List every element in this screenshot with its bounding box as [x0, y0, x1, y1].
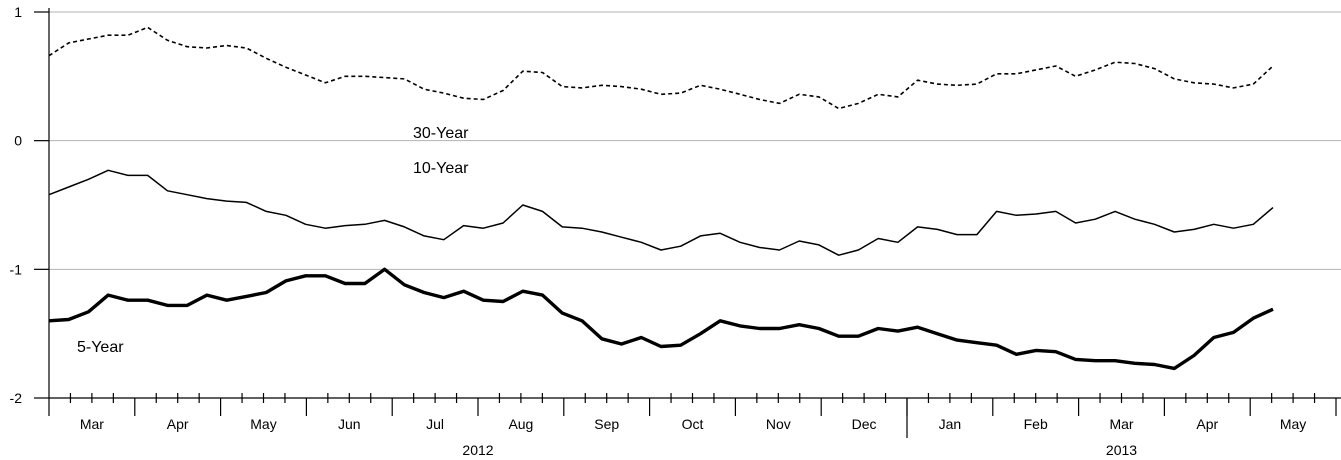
series-labels: 30-Year 10-Year 5-Year — [77, 125, 469, 356]
y-tick-label: 0 — [14, 133, 22, 149]
series-line-5-year — [48, 267, 1274, 371]
x-month-label: Nov — [766, 416, 791, 432]
x-month-label: Jun — [338, 416, 361, 432]
series-lines — [48, 26, 1274, 371]
x-month-label: Mar — [1109, 416, 1133, 432]
x-month-label: Jul — [426, 416, 444, 432]
y-tick-label: -2 — [10, 390, 23, 406]
y-tick-label: -1 — [10, 261, 23, 277]
series-label-10-year: 10-Year — [413, 160, 469, 177]
series-label-30-year: 30-Year — [413, 125, 469, 142]
x-month-label: Sep — [594, 416, 619, 432]
x-month-label: Jan — [939, 416, 962, 432]
x-month-label: Dec — [852, 416, 877, 432]
x-month-label: Apr — [167, 416, 189, 432]
x-month-label: Apr — [1196, 416, 1218, 432]
series-label-5-year: 5-Year — [77, 339, 124, 356]
series-line-30-year — [48, 26, 1274, 110]
y-tick-label: 1 — [14, 4, 22, 20]
x-month-label: Mar — [80, 416, 104, 432]
x-axis: Mar Apr May Jun Jul Aug Sep Oct Nov Dec Jan Feb Mar A… — [48, 393, 1341, 458]
x-year-label: 2012 — [462, 442, 493, 458]
x-month-label: Aug — [508, 416, 533, 432]
x-month-label: Feb — [1024, 416, 1048, 432]
x-month-label: May — [250, 416, 276, 432]
x-year-label: 2013 — [1106, 442, 1137, 458]
series-line-10-year — [48, 169, 1274, 256]
grid-lines — [49, 11, 1341, 270]
y-axis: 1 0 -1 -2 — [10, 4, 50, 406]
x-month-label: Oct — [682, 416, 704, 432]
x-month-label: May — [1280, 416, 1306, 432]
